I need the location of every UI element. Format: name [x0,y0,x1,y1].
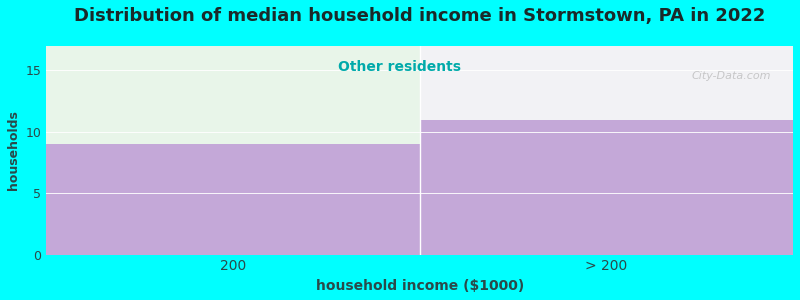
Text: City-Data.com: City-Data.com [691,71,770,81]
Y-axis label: households: households [7,110,20,190]
X-axis label: household income ($1000): household income ($1000) [315,279,524,293]
Bar [420,120,793,255]
Bar [46,144,420,255]
Text: Other residents: Other residents [338,60,462,74]
Bar [46,46,420,255]
Bar [420,46,793,255]
Title: Distribution of median household income in Stormstown, PA in 2022: Distribution of median household income … [74,7,766,25]
